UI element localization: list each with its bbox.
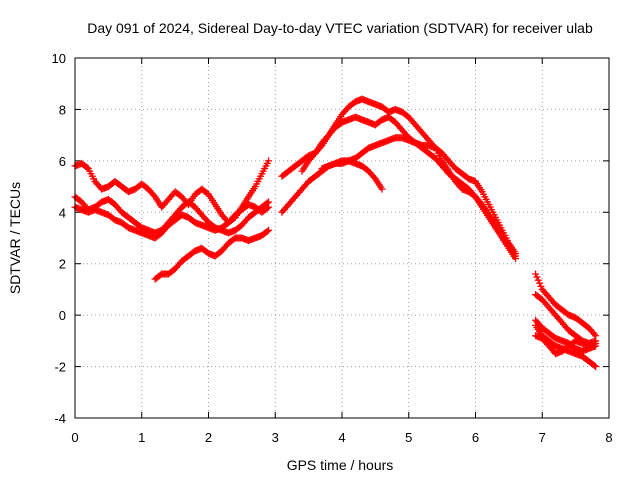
data-point-plus-marker (263, 204, 271, 212)
data-point-plus-marker (83, 164, 91, 172)
grid-lines (75, 58, 609, 418)
data-point-plus-marker (310, 151, 318, 159)
series-track-7 (298, 113, 520, 257)
x-tick-label: 3 (272, 430, 279, 445)
data-point-plus-marker (265, 203, 273, 211)
series-track-3 (71, 201, 273, 242)
data-point-plus-marker (263, 227, 271, 235)
data-point-plus-marker (534, 276, 542, 284)
y-axis-label: SDTVAR / TECUs (7, 182, 23, 294)
chart-title: Day 091 of 2024, Sidereal Day-to-day VTE… (87, 20, 593, 36)
data-point-plus-marker (537, 282, 545, 290)
data-point-plus-marker (592, 363, 600, 371)
data-point-plus-marker (150, 191, 158, 199)
data-point-plus-marker (592, 332, 600, 340)
axis-ticks: 0 1 2 3 4 5 6 7 8 -4 -2 0 2 4 6 8 10 (52, 51, 613, 445)
x-tick-label: 0 (71, 430, 78, 445)
data-point-plus-marker (592, 342, 600, 350)
data-point-plus-marker (512, 249, 520, 257)
x-axis-label: GPS time / hours (287, 457, 394, 473)
data-point-plus-marker (477, 199, 485, 207)
plot-frame (74, 57, 610, 419)
y-tick-label: -4 (54, 411, 66, 426)
data-points (71, 95, 600, 371)
series-track-4 (151, 226, 273, 283)
data-point-plus-marker (590, 362, 598, 370)
x-tick-label: 1 (138, 430, 145, 445)
x-tick-label: 2 (205, 430, 212, 445)
data-point-plus-marker (536, 279, 544, 287)
data-point-plus-marker (590, 330, 598, 338)
x-tick-label: 8 (605, 430, 612, 445)
y-tick-label: 0 (59, 308, 66, 323)
data-point-plus-marker (533, 273, 541, 281)
x-tick-label: 5 (405, 430, 412, 445)
series-track-12 (532, 332, 600, 358)
data-point-plus-marker (265, 226, 273, 234)
x-tick-label: 7 (539, 430, 546, 445)
data-point-plus-marker (378, 185, 386, 193)
x-tick-label: 6 (472, 430, 479, 445)
data-point-plus-marker (370, 173, 378, 181)
series-track-13 (532, 316, 600, 355)
y-tick-label: 2 (59, 257, 66, 272)
series-track-11 (532, 270, 600, 340)
series-track-8 (318, 157, 386, 193)
series-track-1 (71, 157, 273, 227)
data-point-plus-marker (532, 270, 540, 278)
y-tick-label: 10 (52, 51, 66, 66)
y-tick-label: 8 (59, 102, 66, 117)
y-tick-label: 6 (59, 154, 66, 169)
x-tick-label: 4 (338, 430, 345, 445)
y-tick-label: 4 (59, 205, 66, 220)
data-point-plus-marker (265, 157, 273, 165)
y-tick-label: -2 (54, 360, 66, 375)
